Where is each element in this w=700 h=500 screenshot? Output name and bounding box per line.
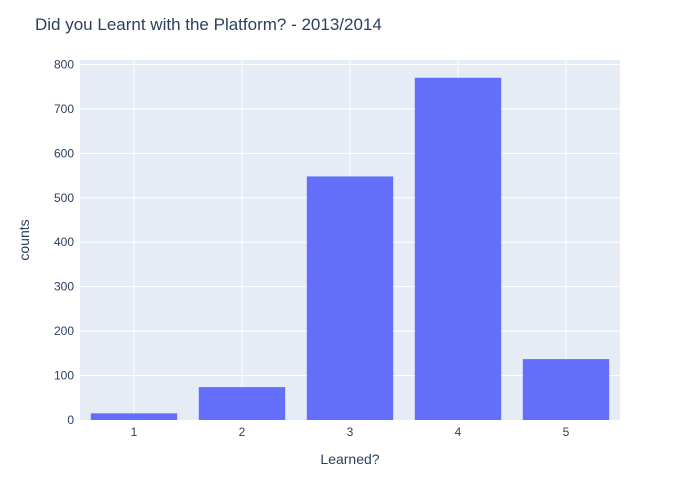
x-axis-title: Learned? xyxy=(320,451,379,467)
x-tick-label: 5 xyxy=(563,425,570,439)
y-axis-ticks: 0 100 200 300 400 500 600 700 800 xyxy=(54,57,74,427)
y-tick-label: 700 xyxy=(54,102,74,116)
bar-2[interactable] xyxy=(198,387,286,420)
x-tick-label: 1 xyxy=(131,425,138,439)
x-tick-label: 3 xyxy=(347,425,354,439)
bar-5[interactable] xyxy=(522,359,610,420)
bar-1[interactable] xyxy=(90,413,178,420)
y-tick-label: 800 xyxy=(54,57,74,71)
bar-3[interactable] xyxy=(306,176,394,420)
x-axis-ticks: 1 2 3 4 5 xyxy=(131,425,570,439)
y-axis-title: counts xyxy=(16,219,32,260)
y-tick-label: 300 xyxy=(54,280,74,294)
bar-4[interactable] xyxy=(414,77,502,421)
y-tick-label: 500 xyxy=(54,191,74,205)
y-tick-label: 200 xyxy=(54,324,74,338)
y-tick-label: 0 xyxy=(67,413,74,427)
y-tick-label: 400 xyxy=(54,235,74,249)
y-tick-label: 600 xyxy=(54,146,74,160)
chart-title: Did you Learnt with the Platform? - 2013… xyxy=(35,15,382,34)
x-tick-label: 4 xyxy=(455,425,462,439)
y-tick-label: 100 xyxy=(54,369,74,383)
bars xyxy=(90,77,610,421)
x-tick-label: 2 xyxy=(239,425,246,439)
